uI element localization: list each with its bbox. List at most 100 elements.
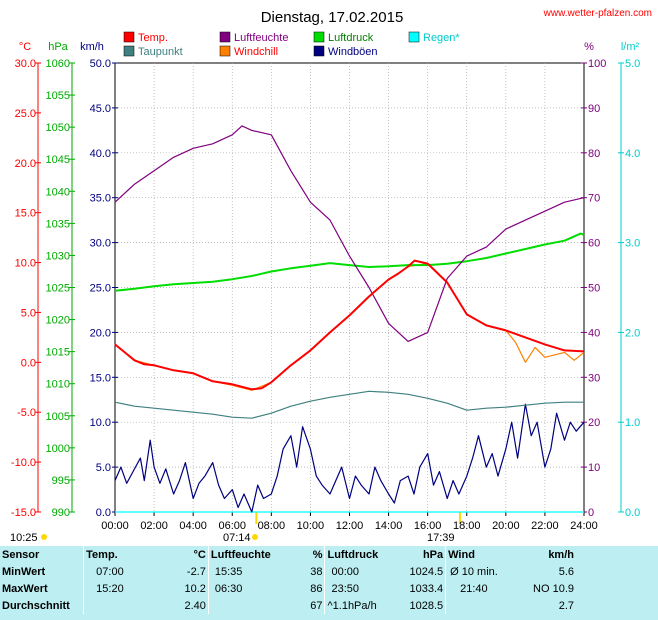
tick-label-pressure: 1060 — [46, 58, 70, 70]
stats-header-wind: Wind — [445, 546, 514, 563]
stats-temp-time — [83, 597, 168, 614]
unit-temp: °C — [19, 41, 31, 53]
stats-temp-value: 10.2 — [184, 582, 206, 595]
unit-pressure: hPa — [48, 41, 68, 53]
legend: Temp. Luftfeuchte Luftdruck Regen* Taupu… — [123, 31, 460, 58]
stats-pressure-time: 00:00 — [324, 563, 395, 580]
tick-label-wind: 25.0 — [90, 283, 111, 295]
tick-label-rain: 4.0 — [625, 148, 640, 160]
stats-temp-time: 07:00 — [83, 563, 168, 580]
stats-header-humidity-unit: % — [312, 548, 323, 561]
tick-label-rain: 1.0 — [625, 417, 640, 429]
sunrise-time: 07:14 — [223, 532, 251, 544]
sunset-time: 17:39 — [427, 532, 455, 544]
legend-label-rain: Regen* — [423, 32, 460, 44]
tick-label-wind: 40.0 — [90, 148, 111, 160]
unit-humidity: % — [584, 41, 594, 53]
stats-row-label: Durchschnitt — [2, 599, 70, 612]
stats-humidity-time: 15:35 — [207, 563, 290, 580]
axes — [35, 62, 624, 524]
unit-rain: l/m² — [621, 41, 640, 53]
x-tick-label: 22:00 — [531, 520, 559, 532]
tick-label-humidity: 50 — [588, 283, 600, 295]
stats-humidity-value: 67 — [310, 599, 323, 612]
stats-pressure-value: 1033.4 — [409, 582, 444, 595]
stats-pressure-trend: ^1.1hPa/h — [324, 597, 395, 614]
x-tick-label: 10:00 — [297, 520, 325, 532]
tick-label-rain: 2.0 — [625, 327, 640, 339]
tick-label-humidity: 10 — [588, 462, 600, 474]
stats-pressure-value: 1024.5 — [409, 565, 444, 578]
site-name: www.wetter-pfalzen.com — [543, 8, 652, 19]
stats-header-pressure: Luftdruck — [324, 546, 395, 563]
sunrise-icon — [252, 534, 258, 540]
stats-row-label: MaxWert — [2, 582, 48, 595]
legend-label-temp: Temp. — [138, 32, 168, 44]
x-tick-label: 08:00 — [258, 520, 286, 532]
stats-wind-value: 2.7 — [558, 599, 574, 612]
tick-label-wind: 15.0 — [90, 372, 111, 384]
tick-label-pressure: 1050 — [46, 122, 70, 134]
series-line-windben — [114, 403, 585, 513]
tick-label-temp: 0.0 — [21, 357, 36, 369]
tick-label-humidity: 100 — [588, 58, 606, 70]
legend-label-gusts: Windböen — [328, 46, 378, 58]
x-tick-label: 04:00 — [179, 520, 207, 532]
stats-temp-value: -2.7 — [186, 565, 206, 578]
tick-label-wind: 5.0 — [96, 462, 111, 474]
stats-pressure-value: 1028.5 — [409, 599, 444, 612]
tick-label-temp: -15.0 — [11, 507, 36, 519]
stats-wind-value: NO 10.9 — [533, 582, 574, 595]
stats-row-min: MinWert 07:00 -2.7 15:35 38 00:00 1024.5… — [0, 563, 576, 580]
tick-label-pressure: 1000 — [46, 443, 70, 455]
sun-markers: 10:25 07:14 17:39 — [10, 532, 455, 544]
tick-label-wind: 50.0 — [90, 58, 111, 70]
tick-label-humidity: 80 — [588, 148, 600, 160]
tick-label-humidity: 0 — [588, 507, 594, 519]
tick-label-temp: 5.0 — [21, 307, 36, 319]
tick-label-wind: 45.0 — [90, 103, 111, 115]
legend-swatch-rain — [408, 31, 420, 43]
stats-wind-desc: Ø 10 min. — [445, 563, 514, 580]
series-line-taupunkt — [114, 390, 584, 419]
legend-label-pressure: Luftdruck — [328, 32, 374, 44]
stats-row-label: MinWert — [2, 565, 46, 578]
stats-humidity-value: 86 — [310, 582, 323, 595]
tick-label-humidity: 20 — [588, 417, 600, 429]
tick-label-pressure: 1035 — [46, 218, 70, 230]
legend-swatch-dewpoint — [123, 45, 135, 57]
stats-header-wind-unit: km/h — [548, 548, 574, 561]
stats-header-pressure-unit: hPa — [422, 548, 444, 561]
legend-swatch-windchill — [219, 45, 231, 57]
tick-label-temp: 20.0 — [15, 158, 36, 170]
legend-swatch-gusts — [313, 45, 325, 57]
x-tick-label: 18:00 — [453, 520, 481, 532]
tick-label-pressure: 990 — [52, 507, 70, 519]
stats-header-humidity: Luftfeuchte — [207, 546, 290, 563]
x-tick-label: 06:00 — [218, 520, 246, 532]
tick-label-pressure: 1005 — [46, 411, 70, 423]
x-tick-label: 16:00 — [414, 520, 442, 532]
series-line-temp — [114, 259, 585, 391]
unit-wind: km/h — [80, 41, 104, 53]
stats-wind-value: 5.6 — [558, 565, 574, 578]
x-tick-label: 20:00 — [492, 520, 520, 532]
stats-header-row: Sensor Temp. °C Luftfeuchte % Luftdruck … — [0, 546, 576, 563]
tick-label-wind: 10.0 — [90, 417, 111, 429]
tick-label-pressure: 1010 — [46, 379, 70, 391]
tick-label-temp: -5.0 — [17, 407, 36, 419]
tick-label-wind: 30.0 — [90, 238, 111, 250]
stats-header-temp-unit: °C — [193, 548, 206, 561]
stats-header-sensor: Sensor — [2, 548, 40, 561]
x-tick-label: 12:00 — [336, 520, 364, 532]
stats-humidity-value: 38 — [310, 565, 323, 578]
tick-label-wind: 0.0 — [96, 507, 111, 519]
x-tick-label: 24:00 — [570, 520, 598, 532]
stats-row-max: MaxWert 15:20 10.2 06:30 86 23:50 1033.4… — [0, 580, 576, 597]
stats-pressure-time: 23:50 — [324, 580, 395, 597]
stats-header-temp: Temp. — [83, 546, 168, 563]
tick-label-pressure: 1040 — [46, 186, 70, 198]
tick-label-pressure: 995 — [52, 475, 70, 487]
stats-row-avg: Durchschnitt 2.40 67 ^1.1hPa/h 1028.5 2.… — [0, 597, 576, 614]
